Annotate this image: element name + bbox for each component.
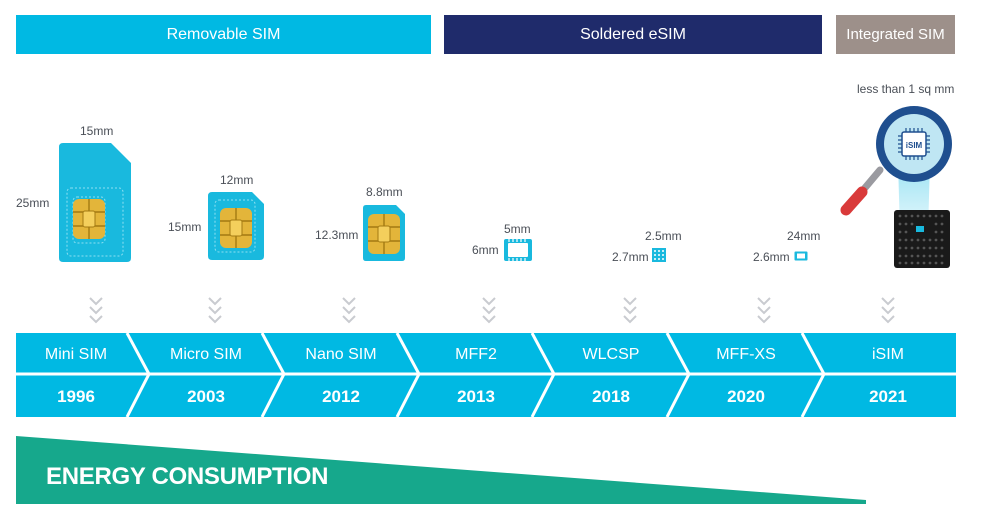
nano-sim-width: 8.8mm (366, 185, 403, 199)
chevron-down-icon (757, 297, 771, 324)
generation-name: Micro SIM (170, 346, 242, 363)
soldered-esim-band: Soldered eSIM (444, 15, 822, 54)
generation-name: iSIM (872, 346, 904, 363)
energy-consumption-label: ENERGY CONSUMPTION (46, 463, 329, 490)
removable-sim-band: Removable SIM (16, 15, 431, 54)
generation-year: 2018 (592, 387, 630, 406)
chevron-down-icon (482, 297, 496, 324)
soldered-esim-label: Soldered eSIM (580, 25, 686, 43)
mff2-width: 5mm (504, 222, 531, 236)
generation-name: Nano SIM (305, 346, 376, 363)
energy-consumption-wedge (16, 436, 866, 504)
generation-year: 2013 (457, 387, 495, 406)
isim-magnifier-icon: iSIM (840, 106, 952, 268)
chevron-down-icon (342, 297, 356, 324)
generation-year: 2012 (322, 387, 360, 406)
generation-name: WLCSP (583, 346, 640, 363)
mff-xs-chip-icon (794, 251, 808, 261)
isim-chip-label: iSIM (906, 141, 923, 150)
generation-name: MFF-XS (716, 346, 776, 363)
mff2-height: 6mm (472, 243, 499, 257)
nano-sim-card-icon (363, 205, 405, 261)
mff-xs-height: 2.6mm (753, 250, 790, 264)
integrated-sim-band: Integrated SIM (836, 15, 955, 54)
micro-sim-width: 12mm (220, 173, 254, 187)
timeline-divider (530, 333, 556, 417)
mff-xs-width: 24mm (787, 229, 821, 243)
generation-name: MFF2 (455, 346, 497, 363)
mff2-chip-icon (504, 239, 532, 261)
mini-sim-height: 25mm (16, 196, 50, 210)
mini-sim-width: 15mm (80, 124, 114, 138)
generation-year: 2021 (869, 387, 907, 406)
generation-year: 2003 (187, 387, 225, 406)
nano-sim-height: 12.3mm (315, 228, 359, 242)
mini-sim-card-icon (59, 143, 131, 262)
wlcsp-width: 2.5mm (645, 229, 682, 243)
generation-name: Mini SIM (45, 346, 107, 363)
timeline-divider (260, 333, 286, 417)
timeline-divider (125, 333, 151, 417)
timeline-divider (395, 333, 421, 417)
wlcsp-height: 2.7mm (612, 250, 649, 264)
chevron-down-icon (208, 297, 222, 324)
chevron-down-icon (623, 297, 637, 324)
timeline-divider (665, 333, 691, 417)
micro-sim-height: 15mm (168, 220, 202, 234)
generation-year: 1996 (57, 387, 95, 406)
isim-size-note: less than 1 sq mm (857, 82, 955, 96)
micro-sim-card-icon (208, 192, 264, 260)
wlcsp-chip-icon (652, 248, 666, 262)
chevron-down-icon (89, 297, 103, 324)
integrated-sim-label: Integrated SIM (846, 26, 945, 43)
chevron-down-icon (881, 297, 895, 324)
timeline-divider (800, 333, 826, 417)
sim-timeline: Mini SIM Micro SIM Nano SIM MFF2 WLCSP M… (16, 333, 956, 417)
removable-sim-label: Removable SIM (166, 25, 281, 43)
generation-year: 2020 (727, 387, 765, 406)
